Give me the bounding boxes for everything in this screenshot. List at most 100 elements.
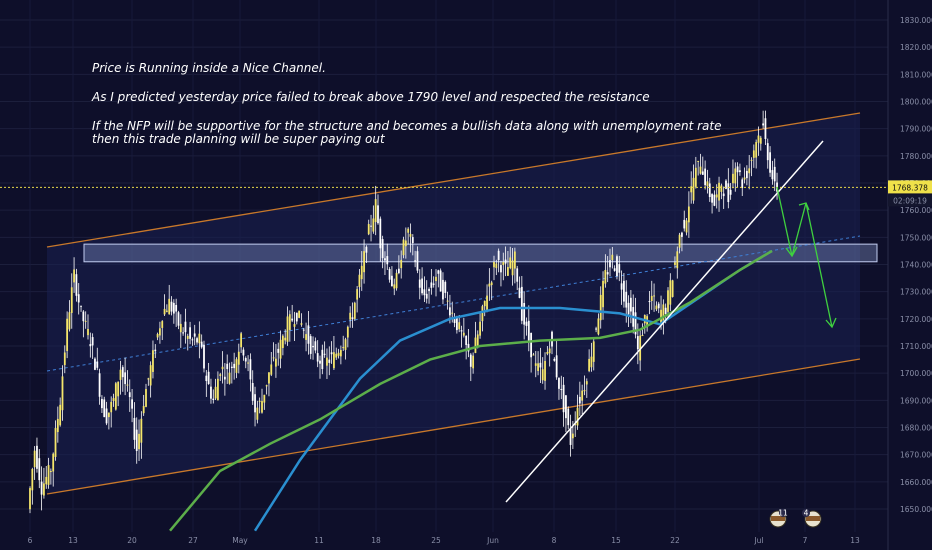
channel-midline[interactable] [46,235,861,372]
candle-body [200,341,203,348]
candle-body [404,240,407,247]
projection-leg-3[interactable] [805,202,833,328]
candle-body [189,327,191,339]
time-tick-label: 20 [127,536,137,545]
candle-body [191,339,194,341]
candle-body [358,274,361,288]
projection-leg-1[interactable] [776,186,793,257]
candle-body [159,328,161,336]
candle-body [175,304,178,312]
current-price-tag-bg [888,180,932,194]
candle-body [565,395,567,419]
candle-body [428,289,430,292]
candle-body [701,171,704,175]
candle-body [541,369,544,381]
candle-body [323,353,326,355]
candle-body [462,332,465,336]
candle-body [237,351,240,365]
channel-upper-line[interactable] [46,112,861,248]
current-price-tag[interactable]: 1768.378 02:09:19 [888,180,932,207]
candle-body [507,267,509,276]
event-badge-dividends[interactable]: 4 [802,509,822,528]
candle-body [613,268,616,271]
candle-body [114,383,117,410]
candle-body [314,341,317,351]
candle-body [152,350,154,372]
candle-body [671,280,674,297]
candle-body [47,465,50,485]
candle-body [727,183,730,203]
candle-body [402,239,405,256]
time-axis[interactable]: 6 13 20 27 May 11 18 25 Jun 8 15 22 Jul 7 13 [28,536,860,545]
candle-body [36,445,38,469]
candle-body [140,418,143,443]
candle-body [548,348,551,354]
candle-body [316,353,319,362]
candle-body [437,270,440,274]
candle-body [163,308,166,315]
candle-body [611,254,614,261]
resistance-zone[interactable] [83,243,878,263]
moving-average-slow[interactable] [169,249,773,532]
candle-body [351,317,354,320]
candle-body [592,341,595,362]
candle-body [217,378,219,401]
candle-body [305,334,307,340]
candle-body [131,399,133,409]
event-badge-earnings[interactable]: 11 [769,509,788,528]
candle-body [70,287,73,313]
candle-body [532,354,535,356]
candle-body [377,205,379,224]
candle-body [722,193,725,197]
candle-body [416,251,419,271]
candle-body [360,265,363,280]
candle-body [739,170,741,173]
candle-body [655,305,658,310]
candle-body [678,234,681,248]
candle-body [502,262,505,265]
candle-body [650,295,653,301]
candle-body [641,335,644,337]
projection-arrows[interactable] [776,186,837,329]
candle-body [272,357,275,359]
candle-body [61,376,64,411]
annotation-line-2: As I predicted yesterday price failed to… [92,90,650,104]
projection-leg-2[interactable] [791,202,807,257]
candle-body [291,318,294,321]
price-axis[interactable]: 1650.000 1660.000 1670.000 1680.000 1690.000… [887,0,932,550]
candle-body [571,433,574,439]
candle-body [124,372,127,385]
time-tick-label: 8 [552,536,557,545]
candle-body [210,386,212,399]
candle-body [574,423,577,425]
candle-body [388,268,391,280]
candle-body [244,358,247,362]
candle-body [439,270,442,292]
ascending-trendline[interactable] [505,140,824,503]
candle-body [342,347,345,349]
candle-body [226,363,229,370]
candle-body [56,418,59,433]
event-badges[interactable]: 11 4 [769,509,822,528]
candle-body [465,335,468,345]
candle-body [481,306,484,322]
candle-body [172,302,175,314]
channel-lower-line[interactable] [46,358,861,495]
candle-body [29,488,31,510]
candle-body [119,369,122,380]
candle-body [620,283,623,290]
candle-body [66,318,69,351]
candle-body [667,290,669,312]
candle-body [275,358,277,367]
candle-body [346,326,349,338]
candle-body [525,321,528,326]
candle-body [330,352,333,355]
candle-body [149,365,152,386]
bar-countdown: 02:09:19 [893,196,927,205]
candle-body [395,272,398,289]
price-tick-label: 1660.000 [900,478,932,487]
candle-body [483,300,486,307]
projection-arrowhead-3[interactable] [825,317,837,329]
candle-body [590,356,593,368]
